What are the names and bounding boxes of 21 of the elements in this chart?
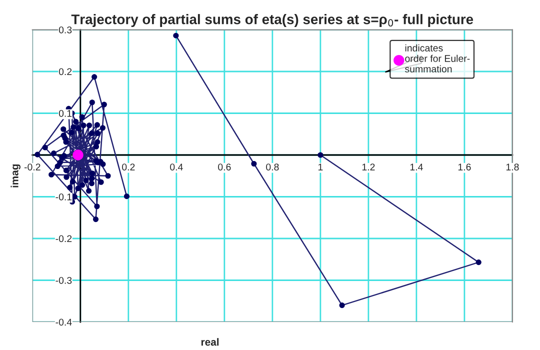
x-tick-label: 0.2 bbox=[122, 164, 135, 170]
x-tick-label: 0.6 bbox=[218, 164, 231, 170]
x-tick-label: 1 bbox=[318, 164, 323, 170]
x-tick-label: 1.2 bbox=[362, 164, 375, 170]
x-tick-label: 1.8 bbox=[506, 164, 519, 170]
x-tick-label: 1.4 bbox=[410, 164, 423, 170]
chart-title: Trajectory of partial sums of eta(s) series at s=ρ$_{0}$- full picture bbox=[71, 14, 474, 28]
y-axis-title: imag bbox=[10, 164, 20, 188]
x-axis-title: real bbox=[201, 338, 219, 346]
y-tick-label: -0.4 bbox=[56, 318, 72, 326]
y-tick-label: -0.3 bbox=[56, 276, 72, 284]
x-tick-label: 0.4 bbox=[170, 164, 183, 170]
legend-label: indicates order for Euler- summation bbox=[405, 44, 470, 72]
x-tick-label: 0.8 bbox=[266, 164, 279, 170]
y-tick-label: 0.2 bbox=[58, 68, 72, 76]
y-tick-label: 0.1 bbox=[58, 110, 72, 117]
x-tick-label: 1.6 bbox=[458, 164, 471, 170]
y-tick-label: -0.1 bbox=[56, 193, 72, 200]
x-tick-label: -0.2 bbox=[24, 164, 40, 170]
y-tick-label: -0.2 bbox=[56, 235, 72, 242]
y-tick-label: 0.3 bbox=[58, 26, 72, 34]
